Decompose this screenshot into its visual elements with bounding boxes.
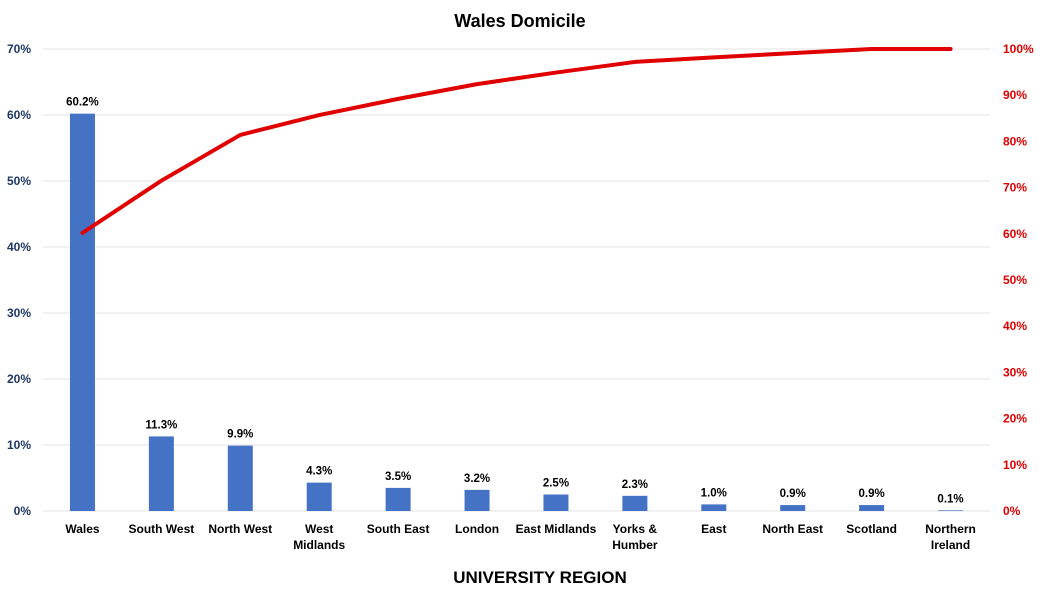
left-tick-label: 40% <box>7 240 31 254</box>
category-labels: Wales South West North West West Midlands Sou… <box>65 522 976 552</box>
right-tick-label: 80% <box>1003 134 1027 148</box>
x-axis-label: UNIVERSITY REGION <box>453 568 627 587</box>
bar-data-label: 4.3% <box>306 466 332 478</box>
category-label: Wales <box>65 522 100 536</box>
right-tick-label: 20% <box>1003 412 1027 426</box>
category-label: Midlands <box>293 538 345 552</box>
right-axis-ticks: 0% 10% 20% 30% 40% 50% 60% 70% 80% 90% 100% <box>1003 42 1034 518</box>
category-label: South East <box>367 522 430 536</box>
right-tick-label: 40% <box>1003 319 1027 333</box>
right-tick-label: 30% <box>1003 365 1027 379</box>
bar <box>622 495 648 511</box>
bar <box>69 113 95 512</box>
left-tick-label: 70% <box>7 42 31 56</box>
bar <box>385 487 411 511</box>
bar-data-label: 9.9% <box>227 429 253 441</box>
category-label: London <box>455 522 499 536</box>
left-tick-label: 50% <box>7 174 31 188</box>
category-label: East Midlands <box>516 522 597 536</box>
category-label: North East <box>762 522 823 536</box>
left-tick-label: 60% <box>7 108 31 122</box>
right-tick-label: 100% <box>1003 42 1034 56</box>
bar-data-labels: 60.2% 11.3% 9.9% 4.3% 3.5% 3.2% 2.5% 2.3% 1.0% 0.… <box>66 97 963 506</box>
gridlines <box>43 48 990 512</box>
bar-data-label: 3.2% <box>464 473 490 485</box>
category-label: Yorks & <box>613 522 658 536</box>
bar-data-label: 2.5% <box>543 478 569 490</box>
left-tick-label: 10% <box>7 438 31 452</box>
left-axis-ticks: 0% 10% 20% 30% 40% 50% 60% 70% <box>7 42 31 518</box>
bar-data-label: 2.3% <box>622 479 648 491</box>
bar <box>227 445 253 511</box>
category-label: South West <box>128 522 194 536</box>
right-tick-label: 60% <box>1003 227 1027 241</box>
bar-data-label: 0.1% <box>937 493 963 505</box>
bar-data-label: 11.3% <box>145 419 177 431</box>
bar-data-label: 0.9% <box>780 488 806 500</box>
bar <box>464 489 490 511</box>
category-label: West <box>305 522 333 536</box>
bar <box>543 494 569 511</box>
left-tick-label: 20% <box>7 372 31 386</box>
bar-data-label: 3.5% <box>385 471 411 483</box>
right-tick-label: 50% <box>1003 273 1027 287</box>
category-label: East <box>701 522 726 536</box>
left-tick-label: 30% <box>7 306 31 320</box>
left-tick-label: 0% <box>14 504 32 518</box>
right-tick-label: 90% <box>1003 88 1027 102</box>
bar <box>938 510 964 511</box>
right-tick-label: 10% <box>1003 458 1027 472</box>
category-label: Northern <box>925 522 976 536</box>
bar <box>148 436 174 511</box>
chart-title: Wales Domicile <box>454 11 585 31</box>
category-label: North West <box>208 522 272 536</box>
bar <box>701 504 727 511</box>
category-label: Scotland <box>846 522 897 536</box>
right-tick-label: 70% <box>1003 181 1027 195</box>
category-label: Humber <box>612 538 658 552</box>
cumulative-line <box>80 47 953 235</box>
bar-data-label: 1.0% <box>701 487 727 499</box>
bar <box>306 482 332 511</box>
category-label: Ireland <box>931 538 970 552</box>
right-tick-label: 0% <box>1003 504 1021 518</box>
cumulative-line-path <box>80 47 953 235</box>
bar-data-label: 0.9% <box>859 488 885 500</box>
bar <box>780 505 806 511</box>
bars <box>69 113 964 512</box>
bar-data-label: 60.2% <box>66 97 99 109</box>
bar <box>859 505 885 511</box>
